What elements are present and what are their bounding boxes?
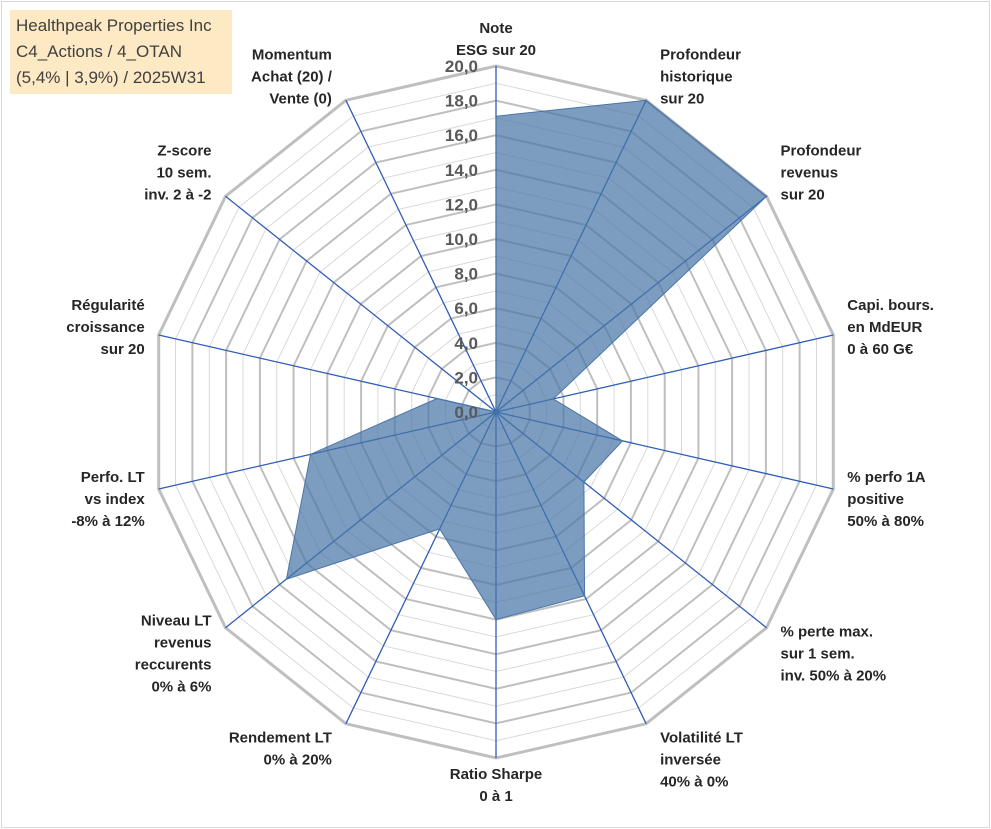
axis-label-line: historique: [660, 68, 733, 85]
axis-label-line: sur 20: [660, 90, 704, 107]
axis-label-line: Volatilité LT: [660, 730, 743, 747]
axis-label-line: Note: [479, 20, 512, 37]
data-point: [309, 453, 312, 456]
axis-label-group: Note ESG sur 20: [456, 20, 536, 59]
axis-label-line: inversée: [660, 752, 721, 769]
r-tick-label: 2,0: [454, 368, 478, 387]
axis-label-line: sur 20: [781, 186, 825, 203]
title-line-3: (5,4% | 3,9%) / 2025W31: [16, 68, 206, 87]
data-point: [583, 595, 586, 597]
axis-label-line: vs index: [85, 491, 146, 508]
axis-label-group: Volatilité LT inversée 40% à 0%: [660, 730, 743, 791]
axis-label-line: Profondeur: [781, 142, 862, 159]
axis-label-line: 40% à 0%: [660, 774, 728, 791]
data-point: [495, 115, 497, 117]
data-layer: [285, 99, 768, 621]
r-tick-label: 0,0: [454, 403, 478, 422]
axis-label-line: % perte max.: [781, 624, 874, 641]
axis-label-group: Momentum Achat (20) / Vente (0): [251, 46, 333, 107]
title-line-1: Healthpeak Properties Inc: [16, 16, 212, 35]
axis-label-group: Régularité croissance sur 20: [66, 297, 144, 358]
axis-label-line: Momentum: [252, 46, 332, 63]
series-area: [285, 99, 768, 621]
axis-label-line: 0 à 1: [479, 788, 512, 805]
data-point: [552, 398, 555, 400]
axis-label-line: -8% à 12%: [71, 513, 144, 530]
axis-label-group: Capi. bours. en MdEUR 0 à 60 G€: [847, 297, 934, 358]
axis-label-line: revenus: [781, 164, 839, 181]
axis-label-group: Ratio Sharpe 0 à 1: [450, 766, 543, 805]
data-point: [583, 481, 585, 483]
axis-label-line: inv. 2 à -2: [144, 186, 211, 203]
data-point: [438, 528, 441, 530]
axis-label-line: positive: [847, 491, 904, 508]
axis-label-line: Perfo. LT: [81, 469, 145, 486]
title-line-2: C4_Actions / 4_OTAN: [16, 42, 182, 61]
axis-label-line: reccurents: [135, 657, 212, 674]
axis-label-line: Vente (0): [269, 90, 332, 107]
data-point: [495, 411, 497, 413]
data-point: [645, 99, 647, 102]
axis-label-line: Régularité: [71, 297, 144, 314]
axis-label-line: en MdEUR: [847, 319, 922, 336]
axis-label-group: Perfo. LT vs index -8% à 12%: [71, 469, 145, 530]
axis-label-line: % perfo 1A: [847, 469, 926, 486]
r-tick-label: 4,0: [454, 334, 478, 353]
axis-label-line: sur 1 sem.: [781, 646, 855, 663]
data-point: [495, 618, 497, 621]
axis-label-line: Capi. bours.: [847, 297, 934, 314]
axis-spoke: [345, 100, 497, 413]
axis-label-line: inv. 50% à 20%: [781, 668, 887, 685]
axis-label-line: 0% à 20%: [264, 752, 332, 769]
axis-label-group: % perfo 1A positive 50% à 80%: [847, 469, 926, 530]
axis-label-group: Profondeur historique sur 20: [660, 46, 741, 107]
r-tick-label: 12,0: [445, 195, 478, 214]
axis-label-line: Ratio Sharpe: [450, 766, 543, 783]
axis-label-line: Z-score: [157, 142, 211, 159]
axis-label-line: revenus: [154, 635, 212, 652]
axis-label-line: Profondeur: [660, 46, 741, 63]
r-tick-label: 10,0: [445, 230, 478, 249]
axis-label-line: 50% à 80%: [847, 513, 924, 530]
axis-spoke: [225, 195, 497, 413]
axis-label-line: sur 20: [100, 341, 144, 358]
data-point: [621, 440, 624, 442]
data-point: [436, 397, 438, 400]
r-tick-label: 8,0: [454, 265, 478, 284]
axis-label-line: ESG sur 20: [456, 42, 536, 59]
axis-label-line: 0 à 60 G€: [847, 341, 914, 358]
axis-label-line: Niveau LT: [141, 613, 212, 630]
axis-label-group: Rendement LT 0% à 20%: [229, 730, 332, 769]
tick-layer: 0,0 2,0 4,0 6,0 8,0 10,0 12,0 14,0 16,0 18,0 20,0: [445, 57, 478, 422]
chart-title-box: Healthpeak Properties Inc C4_Actions / 4…: [10, 10, 232, 94]
axis-label-line: Rendement LT: [229, 730, 332, 747]
r-tick-label: 14,0: [445, 161, 478, 180]
axis-label-line: 10 sem.: [156, 164, 211, 181]
r-tick-label: 6,0: [454, 299, 478, 318]
r-tick-label: 20,0: [445, 57, 478, 76]
r-tick-label: 16,0: [445, 126, 478, 145]
axis-label-group: Niveau LT revenus reccurents 0% à 6%: [135, 613, 212, 696]
axis-label-line: 0% à 6%: [151, 679, 211, 696]
axis-label-line: Achat (20) /: [251, 68, 333, 85]
axis-label-line: croissance: [66, 319, 144, 336]
axis-label-group: Profondeur revenus sur 20: [781, 142, 862, 203]
axis-label-group: Z-score 10 sem. inv. 2 à -2: [144, 142, 211, 203]
axis-label-group: % perte max. sur 1 sem. inv. 50% à 20%: [781, 624, 887, 685]
data-point: [765, 195, 768, 198]
data-point: [285, 578, 288, 580]
label-layer: Note ESG sur 20 Profondeur historique sur 20…: [66, 20, 934, 805]
r-tick-label: 18,0: [445, 92, 478, 111]
